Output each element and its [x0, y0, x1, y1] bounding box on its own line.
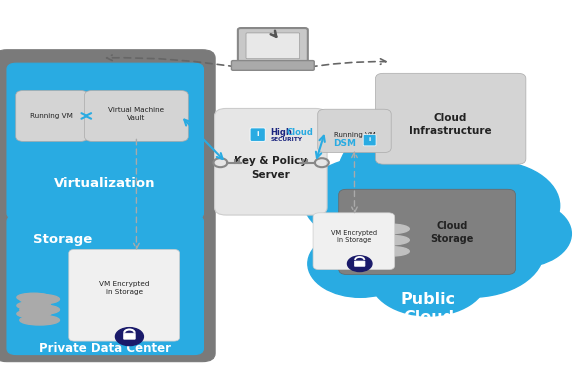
FancyBboxPatch shape — [124, 333, 135, 339]
FancyBboxPatch shape — [0, 50, 215, 362]
Circle shape — [398, 204, 544, 297]
Ellipse shape — [370, 235, 409, 245]
FancyBboxPatch shape — [354, 261, 365, 266]
FancyBboxPatch shape — [339, 189, 515, 275]
Text: DSM: DSM — [333, 139, 356, 148]
FancyBboxPatch shape — [85, 91, 188, 141]
Ellipse shape — [17, 293, 51, 301]
Ellipse shape — [370, 246, 409, 256]
Text: Virtualization: Virtualization — [54, 177, 156, 190]
FancyBboxPatch shape — [246, 33, 300, 59]
Circle shape — [303, 157, 437, 243]
Text: High: High — [271, 128, 293, 137]
Text: Virtual Machine
Vault: Virtual Machine Vault — [108, 107, 164, 121]
FancyBboxPatch shape — [375, 73, 526, 164]
Circle shape — [466, 200, 571, 267]
Ellipse shape — [17, 301, 51, 310]
FancyBboxPatch shape — [238, 28, 308, 64]
Text: Cloud
Storage: Cloud Storage — [430, 221, 473, 244]
Circle shape — [370, 241, 487, 316]
Circle shape — [308, 230, 413, 297]
FancyBboxPatch shape — [250, 128, 265, 141]
Ellipse shape — [370, 224, 409, 234]
Ellipse shape — [20, 305, 59, 315]
Circle shape — [347, 256, 372, 272]
Text: Running VM: Running VM — [333, 132, 375, 138]
FancyBboxPatch shape — [313, 213, 395, 270]
FancyBboxPatch shape — [363, 135, 376, 146]
Ellipse shape — [20, 294, 59, 304]
Text: Cloud: Cloud — [287, 128, 314, 137]
FancyBboxPatch shape — [215, 108, 327, 215]
Circle shape — [420, 161, 560, 251]
Text: Storage: Storage — [33, 233, 93, 246]
Text: Cloud
Infrastructure: Cloud Infrastructure — [409, 113, 492, 136]
FancyBboxPatch shape — [16, 91, 88, 141]
Text: VM Encrypted
in Storage: VM Encrypted in Storage — [99, 281, 149, 295]
Text: SECURITY: SECURITY — [271, 137, 303, 142]
Text: i: i — [368, 137, 371, 142]
Circle shape — [115, 328, 143, 346]
Circle shape — [338, 196, 472, 282]
FancyBboxPatch shape — [231, 61, 314, 70]
FancyBboxPatch shape — [318, 109, 391, 153]
Text: Public
Cloud: Public Cloud — [401, 292, 456, 325]
FancyBboxPatch shape — [7, 215, 203, 355]
Text: Running VM: Running VM — [30, 113, 73, 119]
Ellipse shape — [17, 310, 51, 318]
Text: i: i — [257, 131, 259, 137]
Text: Key & Policy
Server: Key & Policy Server — [234, 156, 307, 180]
Text: VM Encrypted
in Storage: VM Encrypted in Storage — [331, 230, 377, 243]
FancyBboxPatch shape — [7, 63, 203, 219]
Circle shape — [338, 116, 519, 232]
FancyBboxPatch shape — [69, 249, 180, 341]
Ellipse shape — [20, 315, 59, 325]
Text: Private Data Center: Private Data Center — [39, 343, 171, 355]
